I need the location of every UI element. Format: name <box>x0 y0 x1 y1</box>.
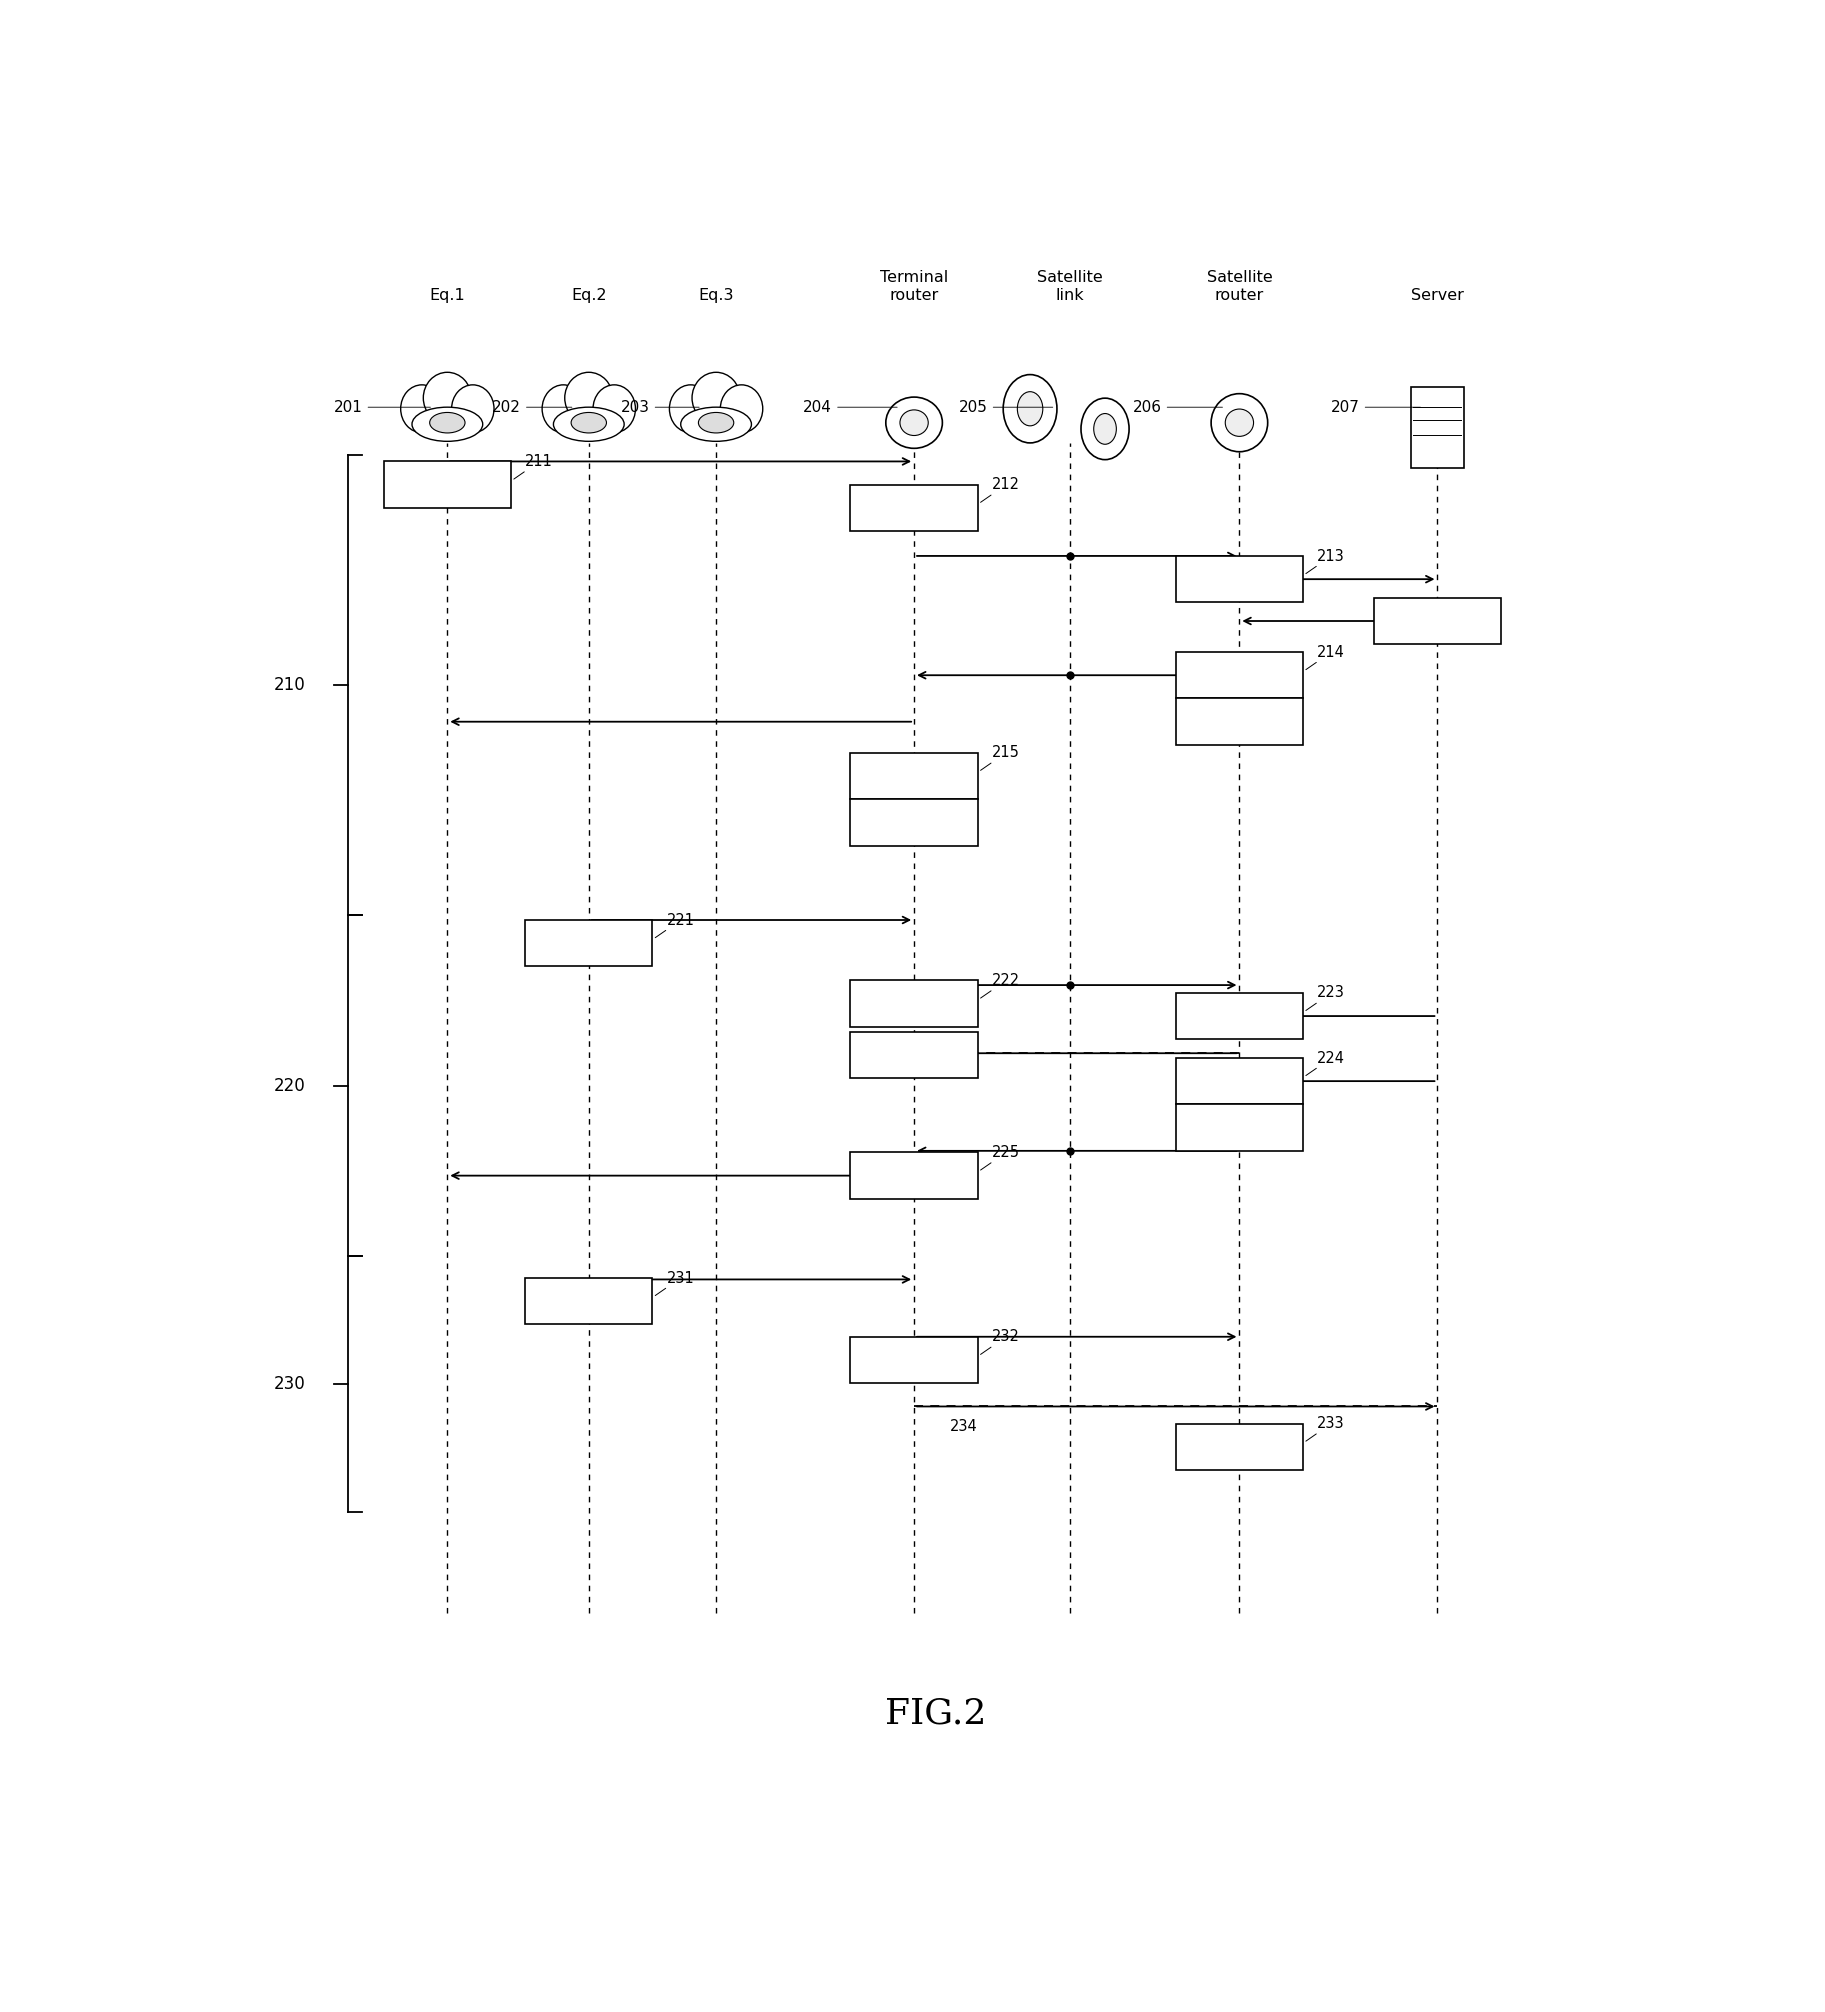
Ellipse shape <box>571 412 606 433</box>
FancyBboxPatch shape <box>850 485 978 531</box>
FancyBboxPatch shape <box>850 1153 978 1199</box>
Ellipse shape <box>692 372 741 425</box>
Text: 214: 214 <box>1307 644 1345 670</box>
Ellipse shape <box>885 396 942 449</box>
FancyBboxPatch shape <box>850 752 978 799</box>
FancyBboxPatch shape <box>1175 652 1303 698</box>
FancyBboxPatch shape <box>850 980 978 1026</box>
Text: 226: 226 <box>949 1066 978 1080</box>
Text: 230: 230 <box>274 1374 307 1392</box>
Text: 207: 207 <box>1330 400 1360 414</box>
Ellipse shape <box>429 412 465 433</box>
FancyBboxPatch shape <box>850 799 978 845</box>
Text: 221: 221 <box>655 913 695 938</box>
FancyBboxPatch shape <box>1175 1105 1303 1151</box>
Text: 206: 206 <box>1133 400 1163 414</box>
Ellipse shape <box>721 384 763 433</box>
Ellipse shape <box>564 372 613 425</box>
FancyBboxPatch shape <box>1175 1058 1303 1105</box>
FancyBboxPatch shape <box>1374 598 1500 644</box>
Text: Terminal
router: Terminal router <box>880 270 949 304</box>
Ellipse shape <box>423 372 471 425</box>
Ellipse shape <box>1004 374 1057 443</box>
Text: 223: 223 <box>1307 986 1345 1010</box>
FancyBboxPatch shape <box>1411 386 1464 467</box>
Text: 233: 233 <box>1307 1416 1345 1441</box>
Text: 213: 213 <box>1307 549 1345 573</box>
Ellipse shape <box>1212 394 1268 453</box>
Text: Satellite
link: Satellite link <box>1037 270 1102 304</box>
Ellipse shape <box>1017 392 1042 427</box>
Ellipse shape <box>542 384 584 433</box>
Ellipse shape <box>1080 398 1130 459</box>
Ellipse shape <box>412 406 482 441</box>
Text: 215: 215 <box>980 744 1020 771</box>
Text: 210: 210 <box>274 676 307 694</box>
FancyBboxPatch shape <box>1175 555 1303 602</box>
FancyBboxPatch shape <box>1175 992 1303 1040</box>
Ellipse shape <box>681 406 752 441</box>
Text: 222: 222 <box>980 974 1020 998</box>
FancyBboxPatch shape <box>1175 698 1303 744</box>
Text: 211: 211 <box>515 455 553 479</box>
Text: Eq.2: Eq.2 <box>571 288 606 304</box>
Text: Satellite
router: Satellite router <box>1206 270 1272 304</box>
FancyBboxPatch shape <box>850 1336 978 1382</box>
FancyBboxPatch shape <box>526 919 653 966</box>
Ellipse shape <box>670 384 712 433</box>
Ellipse shape <box>593 384 635 433</box>
FancyBboxPatch shape <box>1175 1424 1303 1471</box>
Text: 232: 232 <box>980 1330 1020 1354</box>
Ellipse shape <box>900 410 929 435</box>
Text: FIG.2: FIG.2 <box>885 1696 986 1730</box>
Text: 225: 225 <box>980 1145 1020 1171</box>
Text: 205: 205 <box>958 400 987 414</box>
Ellipse shape <box>451 384 495 433</box>
Text: 212: 212 <box>980 477 1020 503</box>
Text: Server: Server <box>1411 288 1464 304</box>
Ellipse shape <box>699 412 734 433</box>
Text: 203: 203 <box>620 400 650 414</box>
FancyBboxPatch shape <box>383 461 511 507</box>
Text: 231: 231 <box>655 1270 694 1296</box>
Text: 220: 220 <box>274 1076 307 1095</box>
Ellipse shape <box>1093 414 1117 445</box>
Text: 202: 202 <box>493 400 520 414</box>
Ellipse shape <box>553 406 624 441</box>
Text: Eq.3: Eq.3 <box>699 288 734 304</box>
FancyBboxPatch shape <box>850 1032 978 1078</box>
Text: 201: 201 <box>334 400 363 414</box>
Text: Eq.1: Eq.1 <box>429 288 465 304</box>
Ellipse shape <box>1225 408 1254 437</box>
Text: 234: 234 <box>949 1418 976 1435</box>
Text: 204: 204 <box>803 400 832 414</box>
Ellipse shape <box>402 384 443 433</box>
Text: 224: 224 <box>1307 1050 1345 1076</box>
FancyBboxPatch shape <box>526 1278 653 1324</box>
